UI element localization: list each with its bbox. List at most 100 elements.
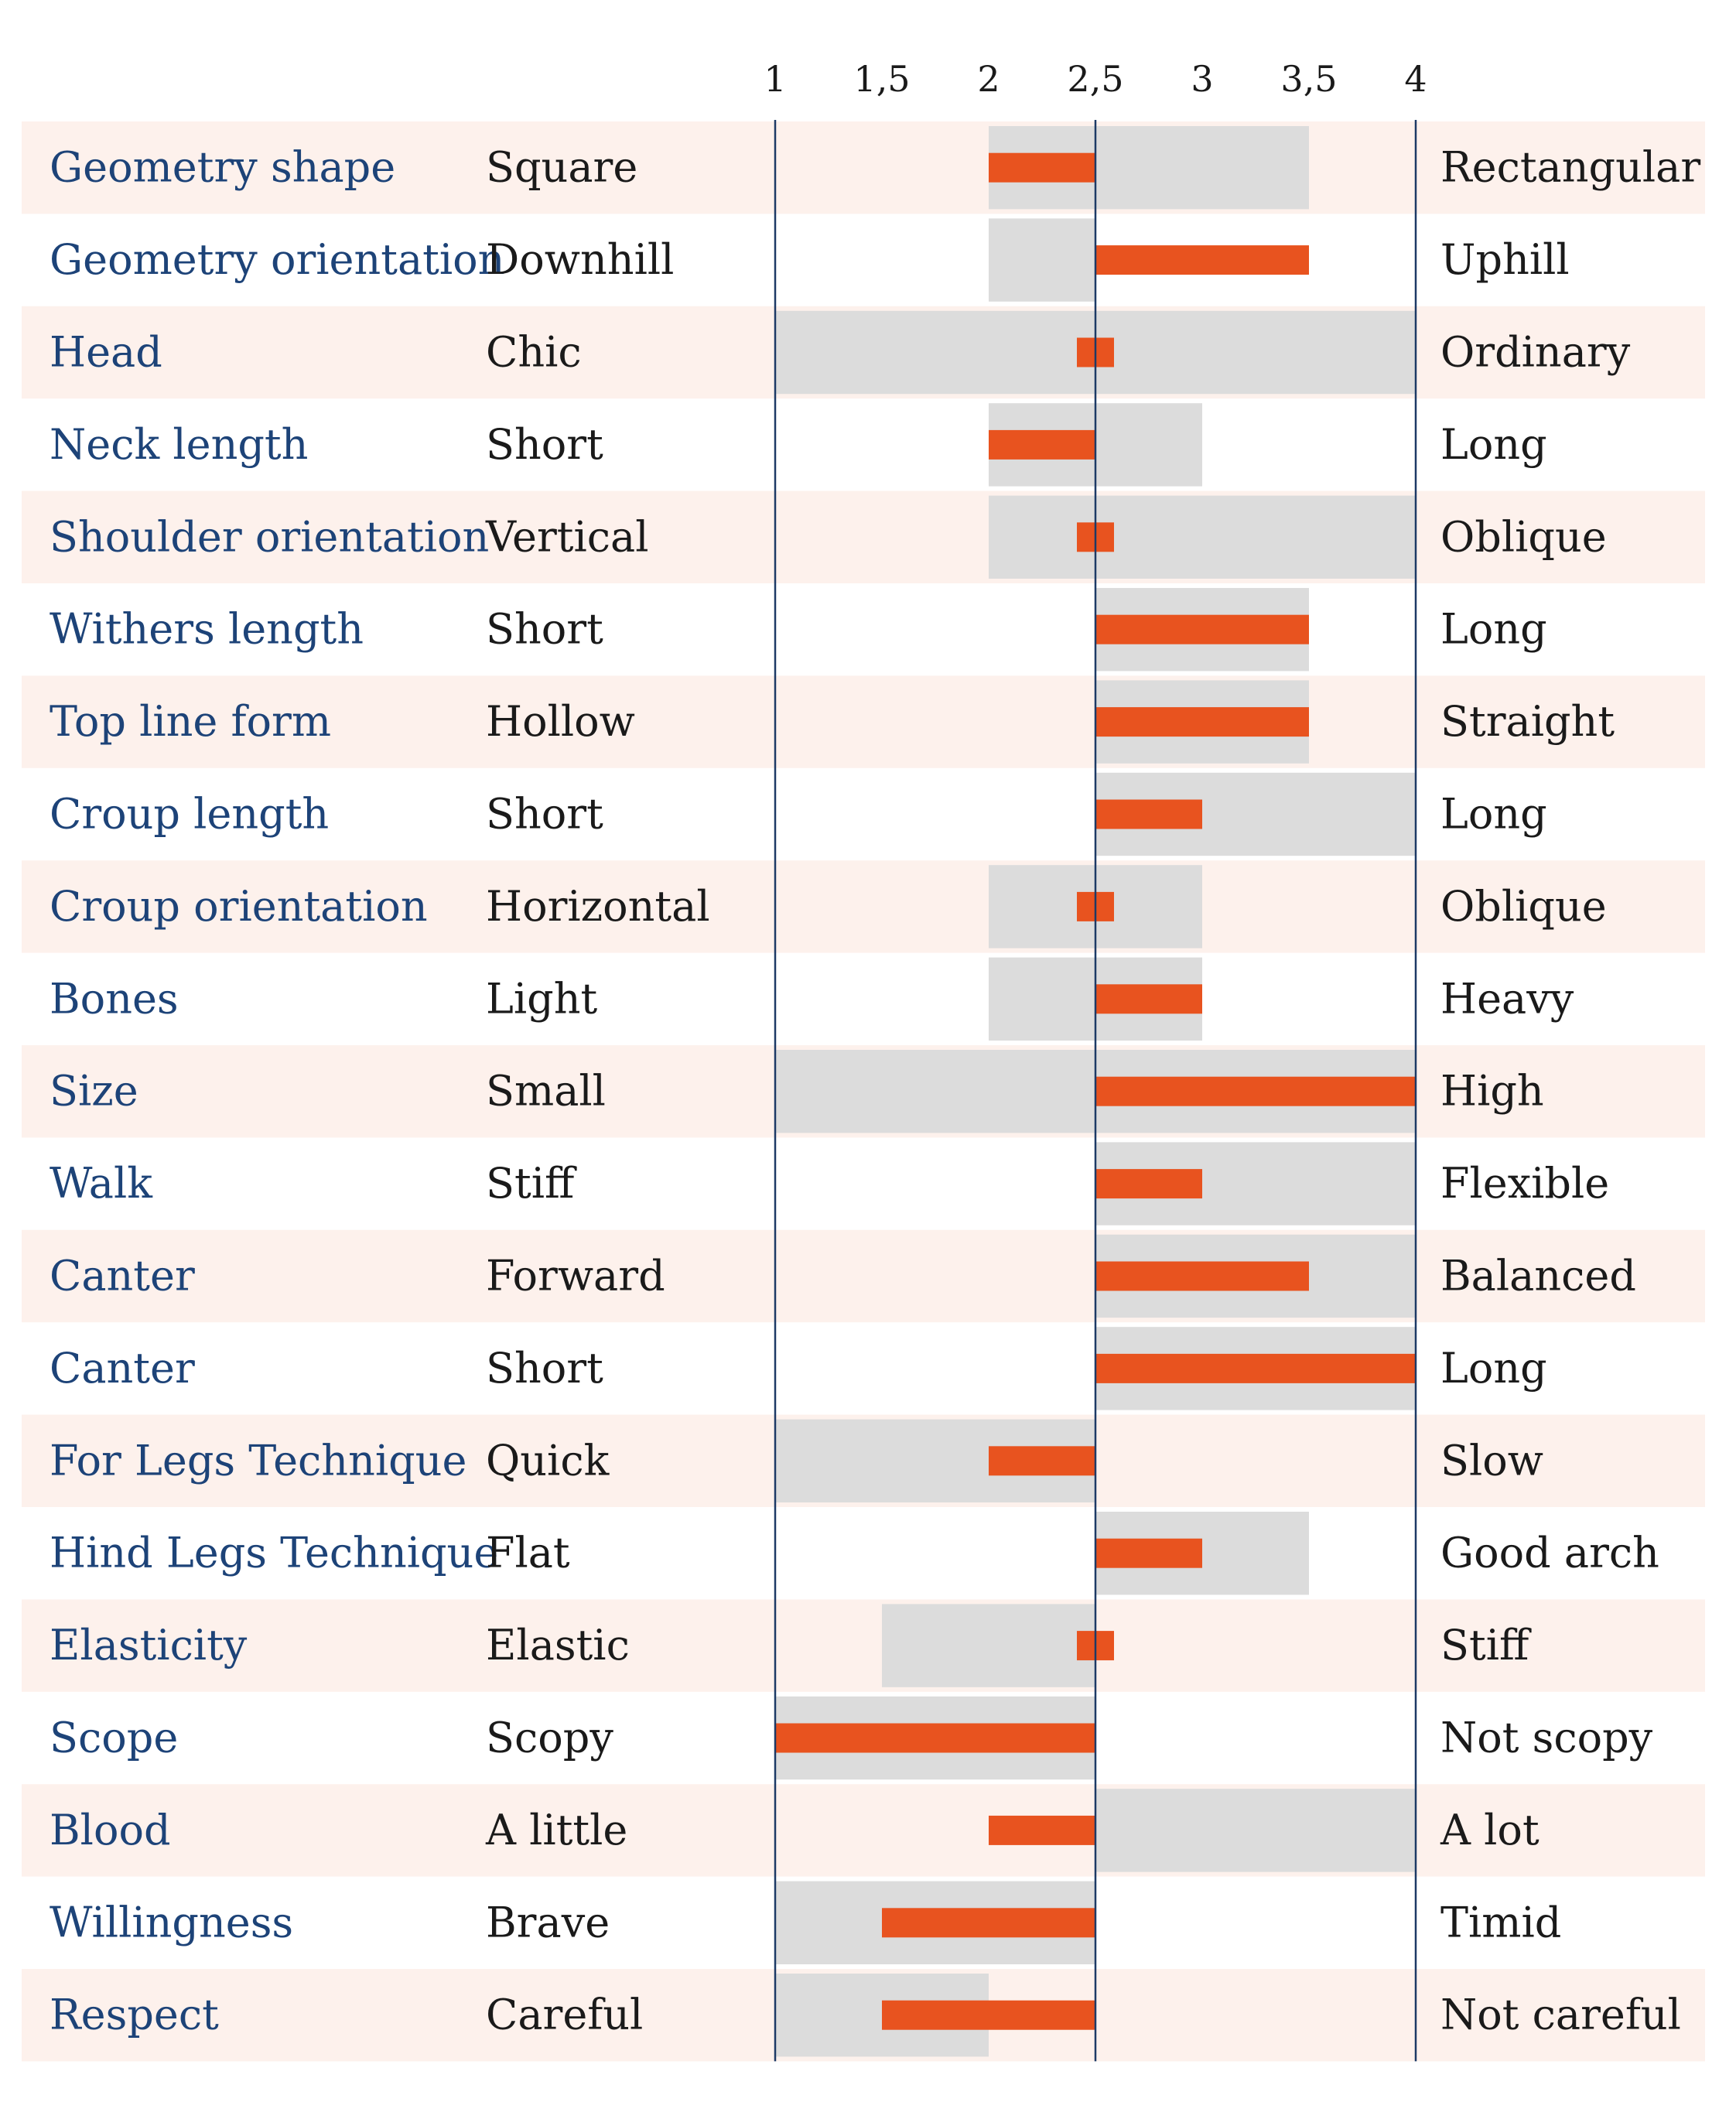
trait-label: Canter	[50, 1252, 195, 1301]
trait-label: Canter	[50, 1344, 195, 1393]
low-pole-label: Chic	[486, 328, 582, 377]
low-pole-label: Hollow	[486, 697, 635, 746]
low-pole-label: Square	[486, 143, 637, 192]
x-tick-label: 1,5	[853, 58, 910, 100]
low-pole-label: Flat	[486, 1529, 570, 1577]
trait-label: Geometry orientation	[50, 235, 504, 284]
value-bar	[1095, 1169, 1202, 1199]
x-tick-label: 3	[1191, 58, 1213, 100]
trait-label: Respect	[50, 1991, 219, 2039]
high-pole-label: Stiff	[1440, 1621, 1532, 1670]
low-pole-label: Short	[486, 1344, 603, 1393]
trait-label: Scope	[50, 1714, 178, 1762]
trait-label: Shoulder orientation	[50, 512, 489, 561]
row-stripe	[22, 1229, 1705, 1323]
value-bar	[882, 2000, 1095, 2030]
trait-label: For Legs Technique	[50, 1436, 466, 1485]
row-stripe	[22, 1784, 1705, 1877]
range-bar	[882, 1604, 1095, 1687]
high-pole-label: Uphill	[1440, 235, 1570, 284]
trait-label: Walk	[50, 1159, 153, 1208]
value-bar	[1095, 799, 1202, 829]
low-pole-label: Careful	[486, 1991, 643, 2039]
value-bar	[882, 1908, 1095, 1938]
high-pole-label: Oblique	[1440, 512, 1607, 561]
value-bar	[989, 152, 1095, 183]
high-pole-label: Flexible	[1440, 1159, 1609, 1208]
low-pole-label: Light	[486, 974, 597, 1023]
x-tick-label: 2,5	[1067, 58, 1123, 100]
low-pole-label: Short	[486, 605, 603, 654]
row-labels: Geometry shape Square Rectangular Geometry …	[50, 143, 1700, 2039]
low-pole-label: Elastic	[486, 1621, 630, 1670]
trait-label: Elasticity	[50, 1621, 248, 1670]
trait-label: Hind Legs Technique	[50, 1529, 498, 1577]
x-tick-label: 3,5	[1280, 58, 1337, 100]
low-pole-label: Brave	[486, 1898, 610, 1946]
row-stripe	[22, 860, 1705, 953]
value-bar	[1095, 984, 1202, 1014]
high-pole-label: A lot	[1440, 1806, 1540, 1854]
low-pole-label: Stiff	[486, 1159, 577, 1208]
high-pole-label: Straight	[1440, 697, 1615, 746]
row-stripe	[22, 1599, 1705, 1692]
x-tick-label: 2	[977, 58, 1000, 100]
row-stripe	[22, 675, 1705, 768]
low-pole-label: A little	[485, 1806, 627, 1854]
trait-label: Croup orientation	[50, 882, 428, 931]
trait-label: Blood	[50, 1806, 171, 1854]
range-bar	[989, 218, 1095, 302]
x-tick-label: 4	[1404, 58, 1427, 100]
trait-label: Neck length	[50, 420, 308, 469]
high-pole-label: Not scopy	[1440, 1714, 1653, 1762]
value-bar	[1095, 245, 1309, 275]
low-pole-label: Downhill	[486, 235, 674, 284]
trait-label: Size	[50, 1067, 138, 1116]
value-bar	[989, 429, 1095, 460]
trait-label: Withers length	[50, 605, 364, 654]
high-pole-label: Long	[1440, 605, 1547, 654]
trait-label: Croup length	[50, 790, 329, 839]
range-bar	[989, 495, 1416, 579]
high-pole-label: High	[1440, 1067, 1544, 1116]
value-bar	[989, 1815, 1095, 1845]
value-bar	[1095, 1261, 1309, 1291]
value-bar	[1095, 707, 1309, 737]
value-bar	[1095, 614, 1309, 644]
low-pole-label: Quick	[486, 1436, 610, 1485]
value-bar	[1095, 1353, 1416, 1383]
low-pole-label: Horizontal	[486, 882, 710, 931]
low-pole-label: Vertical	[485, 512, 649, 561]
value-bar	[1095, 1538, 1202, 1568]
range-bar	[1095, 1789, 1416, 1872]
axis-reference-lines	[774, 120, 1417, 2062]
high-pole-label: Long	[1440, 1344, 1547, 1393]
trait-label: Head	[50, 328, 162, 377]
value-bars	[775, 152, 1416, 2030]
trait-label: Geometry shape	[50, 143, 395, 192]
value-bar	[1095, 1076, 1416, 1106]
high-pole-label: Long	[1440, 790, 1547, 839]
high-pole-label: Ordinary	[1440, 328, 1631, 377]
value-bar	[775, 1723, 1095, 1753]
low-pole-label: Short	[486, 790, 603, 839]
x-tick-label: 1	[764, 58, 786, 100]
high-pole-label: Oblique	[1440, 882, 1607, 931]
low-pole-label: Scopy	[486, 1714, 613, 1762]
trait-label: Willingness	[50, 1898, 293, 1946]
low-pole-label: Forward	[486, 1252, 665, 1301]
high-pole-label: Not careful	[1440, 1991, 1681, 2039]
high-pole-label: Good arch	[1440, 1529, 1659, 1577]
high-pole-label: Balanced	[1440, 1252, 1636, 1301]
trait-label: Bones	[50, 974, 179, 1023]
row-stripe	[22, 121, 1705, 214]
high-pole-label: Long	[1440, 420, 1547, 469]
high-pole-label: Timid	[1440, 1898, 1561, 1946]
trait-label: Top line form	[50, 697, 331, 746]
row-stripe	[22, 490, 1705, 583]
low-pole-label: Short	[486, 420, 603, 469]
high-pole-label: Rectangular	[1440, 143, 1700, 192]
high-pole-label: Heavy	[1440, 974, 1574, 1023]
x-tick-labels: 1 1,5 2 2,5 3 3,5 4	[764, 58, 1427, 100]
